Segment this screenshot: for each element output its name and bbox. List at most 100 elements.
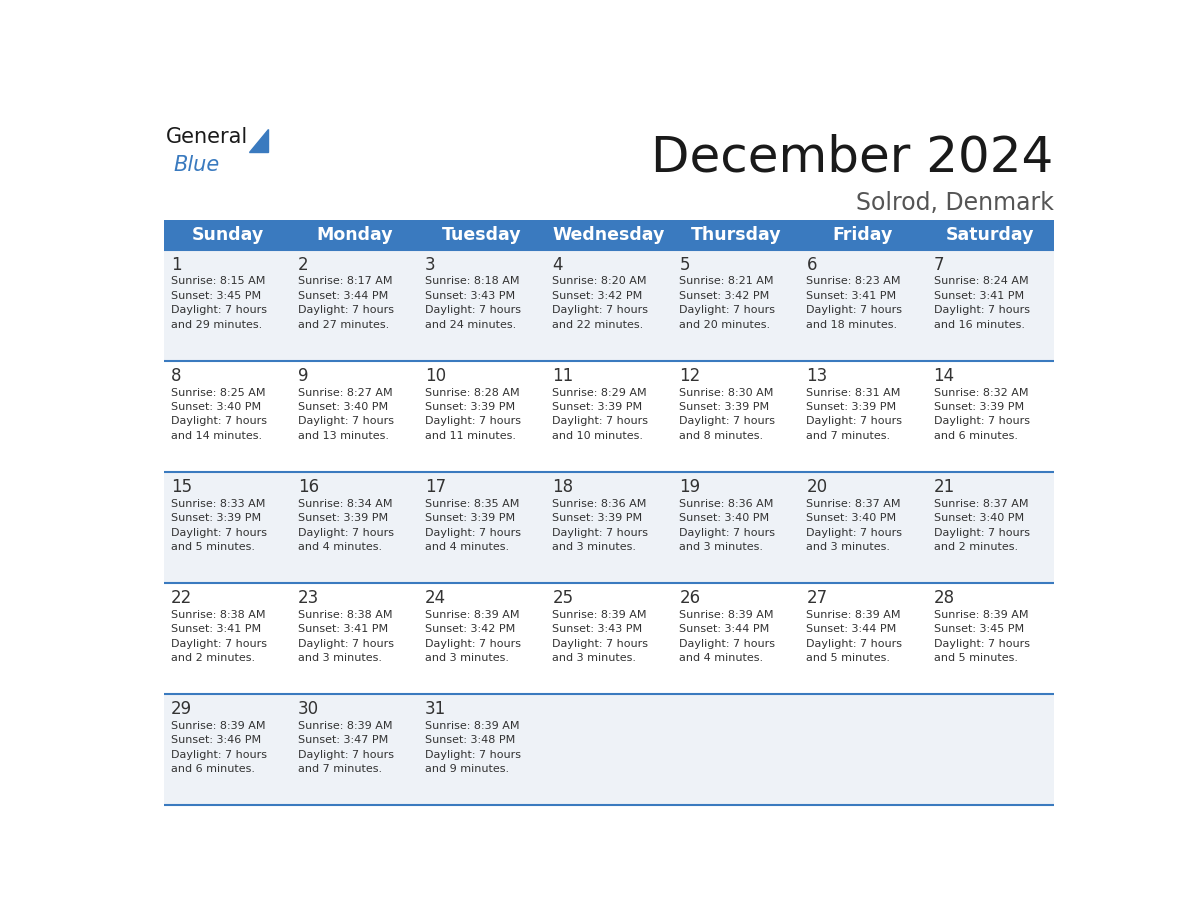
Text: 8: 8 bbox=[171, 366, 182, 385]
Text: Sunset: 3:41 PM: Sunset: 3:41 PM bbox=[934, 291, 1024, 301]
Text: Daylight: 7 hours: Daylight: 7 hours bbox=[425, 306, 522, 316]
Text: 25: 25 bbox=[552, 588, 574, 607]
Text: 28: 28 bbox=[934, 588, 955, 607]
Text: Solrod, Denmark: Solrod, Denmark bbox=[855, 191, 1054, 215]
Text: Daylight: 7 hours: Daylight: 7 hours bbox=[425, 750, 522, 759]
Text: Sunset: 3:42 PM: Sunset: 3:42 PM bbox=[425, 624, 516, 634]
Text: and 6 minutes.: and 6 minutes. bbox=[171, 764, 255, 774]
Text: Sunset: 3:45 PM: Sunset: 3:45 PM bbox=[171, 291, 261, 301]
Text: Daylight: 7 hours: Daylight: 7 hours bbox=[171, 306, 267, 316]
Text: Daylight: 7 hours: Daylight: 7 hours bbox=[425, 528, 522, 538]
Text: and 9 minutes.: and 9 minutes. bbox=[425, 764, 510, 774]
Text: Sunset: 3:47 PM: Sunset: 3:47 PM bbox=[298, 735, 388, 745]
Bar bbox=[164, 362, 1054, 473]
Text: Daylight: 7 hours: Daylight: 7 hours bbox=[298, 639, 394, 648]
Text: and 3 minutes.: and 3 minutes. bbox=[425, 653, 510, 663]
Text: Daylight: 7 hours: Daylight: 7 hours bbox=[680, 417, 776, 427]
Text: 10: 10 bbox=[425, 366, 447, 385]
Text: and 18 minutes.: and 18 minutes. bbox=[807, 319, 898, 330]
Text: 5: 5 bbox=[680, 256, 690, 274]
Bar bbox=[164, 219, 1054, 251]
Text: Sunset: 3:40 PM: Sunset: 3:40 PM bbox=[680, 513, 770, 523]
Text: Sunrise: 8:38 AM: Sunrise: 8:38 AM bbox=[298, 610, 392, 620]
Text: Daylight: 7 hours: Daylight: 7 hours bbox=[807, 417, 903, 427]
Text: 19: 19 bbox=[680, 477, 701, 496]
Text: and 5 minutes.: and 5 minutes. bbox=[171, 542, 255, 552]
Text: Sunset: 3:39 PM: Sunset: 3:39 PM bbox=[552, 402, 643, 412]
Text: Sunrise: 8:29 AM: Sunrise: 8:29 AM bbox=[552, 387, 647, 397]
Text: Sunset: 3:39 PM: Sunset: 3:39 PM bbox=[425, 513, 516, 523]
Text: Sunrise: 8:39 AM: Sunrise: 8:39 AM bbox=[680, 610, 773, 620]
Text: Sunset: 3:46 PM: Sunset: 3:46 PM bbox=[171, 735, 261, 745]
Text: Monday: Monday bbox=[316, 226, 393, 244]
Text: 26: 26 bbox=[680, 588, 701, 607]
Text: Daylight: 7 hours: Daylight: 7 hours bbox=[934, 528, 1030, 538]
Text: Sunrise: 8:39 AM: Sunrise: 8:39 AM bbox=[425, 610, 519, 620]
Text: Sunset: 3:39 PM: Sunset: 3:39 PM bbox=[298, 513, 388, 523]
Text: 15: 15 bbox=[171, 477, 192, 496]
Text: and 6 minutes.: and 6 minutes. bbox=[934, 431, 1018, 441]
Text: and 2 minutes.: and 2 minutes. bbox=[171, 653, 255, 663]
Text: Sunset: 3:42 PM: Sunset: 3:42 PM bbox=[680, 291, 770, 301]
Text: Daylight: 7 hours: Daylight: 7 hours bbox=[680, 528, 776, 538]
Text: Daylight: 7 hours: Daylight: 7 hours bbox=[680, 306, 776, 316]
Text: Sunset: 3:40 PM: Sunset: 3:40 PM bbox=[807, 513, 897, 523]
Text: Sunrise: 8:31 AM: Sunrise: 8:31 AM bbox=[807, 387, 901, 397]
Text: Sunrise: 8:39 AM: Sunrise: 8:39 AM bbox=[298, 721, 392, 731]
Text: Sunset: 3:43 PM: Sunset: 3:43 PM bbox=[425, 291, 516, 301]
Text: Daylight: 7 hours: Daylight: 7 hours bbox=[552, 528, 649, 538]
Text: 30: 30 bbox=[298, 700, 320, 718]
Text: Sunset: 3:40 PM: Sunset: 3:40 PM bbox=[934, 513, 1024, 523]
Text: Sunset: 3:42 PM: Sunset: 3:42 PM bbox=[552, 291, 643, 301]
Text: 3: 3 bbox=[425, 256, 436, 274]
Text: and 4 minutes.: and 4 minutes. bbox=[680, 653, 764, 663]
Text: and 7 minutes.: and 7 minutes. bbox=[807, 431, 891, 441]
Text: and 8 minutes.: and 8 minutes. bbox=[680, 431, 764, 441]
Text: Sunset: 3:48 PM: Sunset: 3:48 PM bbox=[425, 735, 516, 745]
Text: and 3 minutes.: and 3 minutes. bbox=[552, 653, 637, 663]
Text: and 13 minutes.: and 13 minutes. bbox=[298, 431, 390, 441]
Text: Sunrise: 8:20 AM: Sunrise: 8:20 AM bbox=[552, 276, 646, 286]
Text: 2: 2 bbox=[298, 256, 309, 274]
Text: Daylight: 7 hours: Daylight: 7 hours bbox=[425, 639, 522, 648]
Text: 9: 9 bbox=[298, 366, 309, 385]
Text: Daylight: 7 hours: Daylight: 7 hours bbox=[171, 528, 267, 538]
Text: 21: 21 bbox=[934, 477, 955, 496]
Text: Sunrise: 8:39 AM: Sunrise: 8:39 AM bbox=[934, 610, 1028, 620]
Text: 14: 14 bbox=[934, 366, 955, 385]
Text: Sunrise: 8:17 AM: Sunrise: 8:17 AM bbox=[298, 276, 392, 286]
Text: and 27 minutes.: and 27 minutes. bbox=[298, 319, 390, 330]
Text: Daylight: 7 hours: Daylight: 7 hours bbox=[807, 528, 903, 538]
Text: Sunset: 3:39 PM: Sunset: 3:39 PM bbox=[680, 402, 770, 412]
Text: Sunrise: 8:35 AM: Sunrise: 8:35 AM bbox=[425, 498, 519, 509]
Text: Sunrise: 8:37 AM: Sunrise: 8:37 AM bbox=[934, 498, 1028, 509]
Text: 4: 4 bbox=[552, 256, 563, 274]
Text: Daylight: 7 hours: Daylight: 7 hours bbox=[298, 750, 394, 759]
Text: and 16 minutes.: and 16 minutes. bbox=[934, 319, 1024, 330]
Text: Daylight: 7 hours: Daylight: 7 hours bbox=[425, 417, 522, 427]
Text: Blue: Blue bbox=[173, 155, 220, 174]
Text: and 11 minutes.: and 11 minutes. bbox=[425, 431, 516, 441]
Text: Sunrise: 8:36 AM: Sunrise: 8:36 AM bbox=[680, 498, 773, 509]
Text: Wednesday: Wednesday bbox=[552, 226, 665, 244]
Text: 31: 31 bbox=[425, 700, 447, 718]
Text: Sunset: 3:44 PM: Sunset: 3:44 PM bbox=[298, 291, 388, 301]
Text: Sunset: 3:39 PM: Sunset: 3:39 PM bbox=[807, 402, 897, 412]
Text: Sunrise: 8:38 AM: Sunrise: 8:38 AM bbox=[171, 610, 265, 620]
Text: and 4 minutes.: and 4 minutes. bbox=[298, 542, 383, 552]
Text: Daylight: 7 hours: Daylight: 7 hours bbox=[552, 306, 649, 316]
Text: Sunrise: 8:32 AM: Sunrise: 8:32 AM bbox=[934, 387, 1028, 397]
Text: Sunset: 3:44 PM: Sunset: 3:44 PM bbox=[680, 624, 770, 634]
Text: and 3 minutes.: and 3 minutes. bbox=[680, 542, 764, 552]
Text: and 29 minutes.: and 29 minutes. bbox=[171, 319, 263, 330]
Text: 6: 6 bbox=[807, 256, 817, 274]
Text: Sunset: 3:39 PM: Sunset: 3:39 PM bbox=[425, 402, 516, 412]
Text: and 5 minutes.: and 5 minutes. bbox=[807, 653, 891, 663]
Text: Sunrise: 8:15 AM: Sunrise: 8:15 AM bbox=[171, 276, 265, 286]
Text: Sunset: 3:39 PM: Sunset: 3:39 PM bbox=[552, 513, 643, 523]
Text: Daylight: 7 hours: Daylight: 7 hours bbox=[298, 528, 394, 538]
Bar bbox=[164, 694, 1054, 805]
Text: Sunset: 3:40 PM: Sunset: 3:40 PM bbox=[171, 402, 261, 412]
Text: Daylight: 7 hours: Daylight: 7 hours bbox=[934, 306, 1030, 316]
Text: and 24 minutes.: and 24 minutes. bbox=[425, 319, 517, 330]
